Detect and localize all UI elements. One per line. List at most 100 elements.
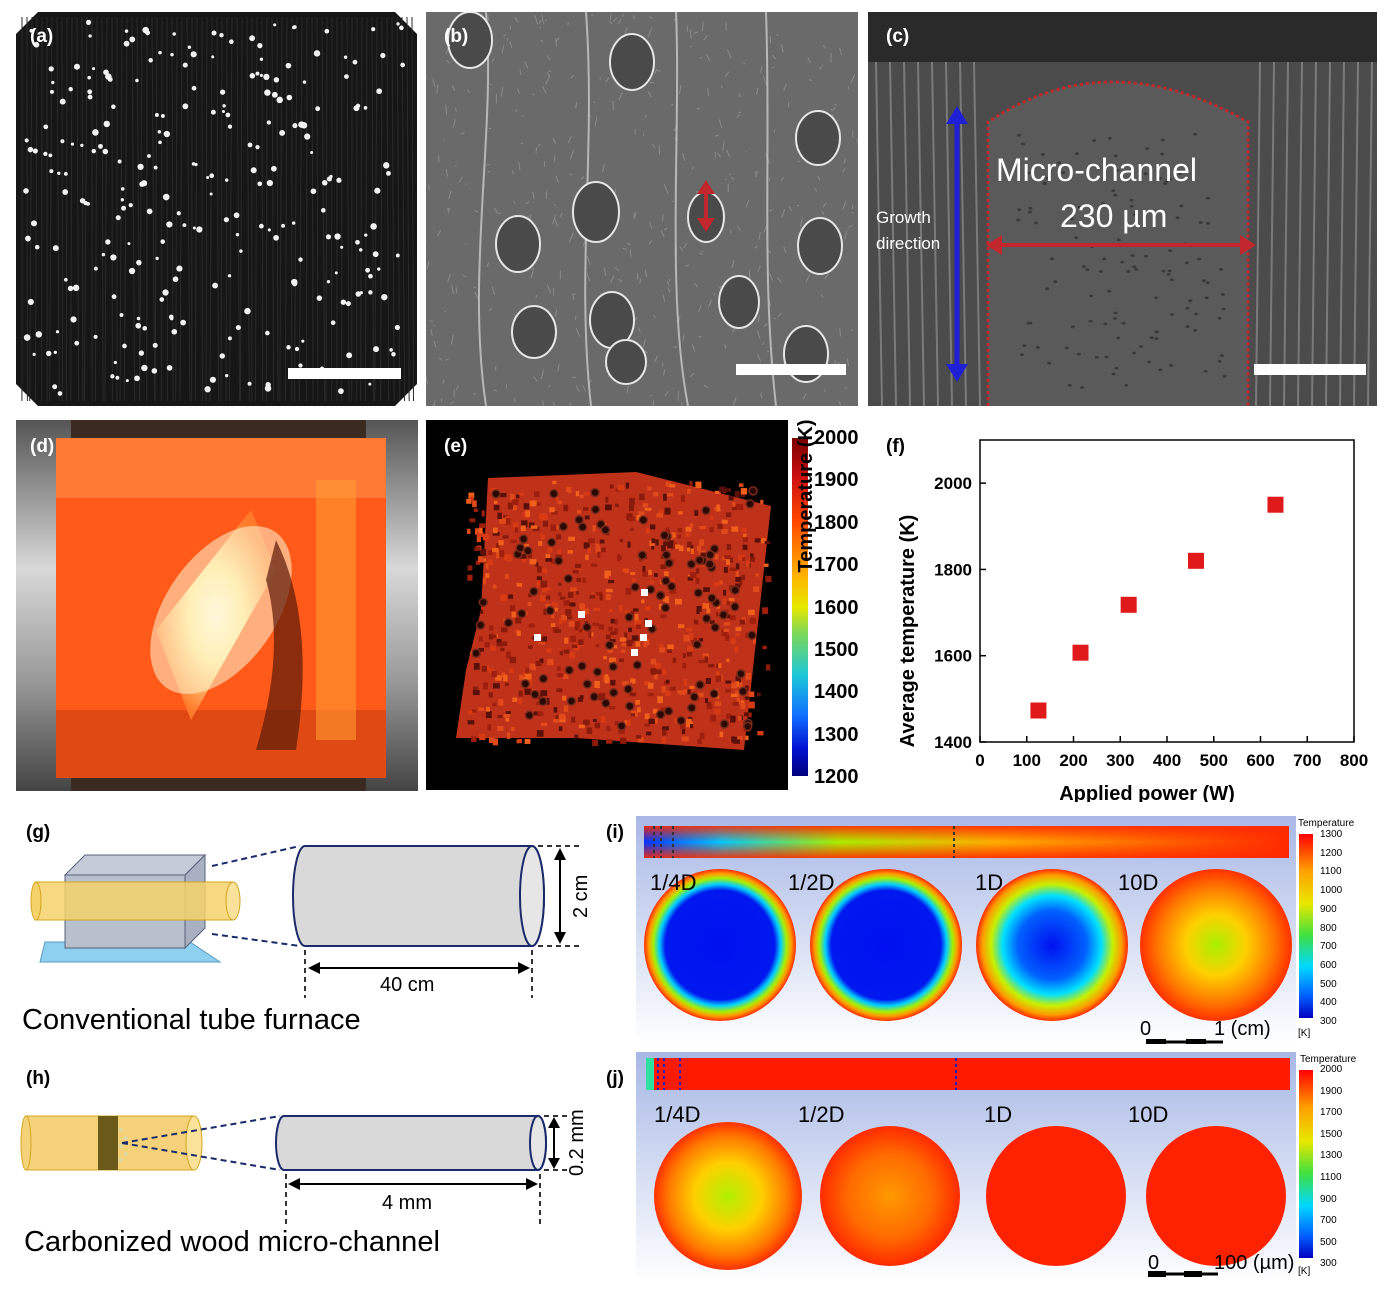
microchannel-width-label: 230 µm xyxy=(1060,198,1168,234)
temperature-colorbar xyxy=(792,438,808,776)
legend-tick-j: 1100 xyxy=(1320,1172,1342,1183)
h-diameter-label: 0.2 mm xyxy=(566,1109,588,1176)
simulation-i xyxy=(636,816,1313,1044)
panel-a-photo xyxy=(16,12,417,406)
tube-furnace-diagram xyxy=(30,845,580,998)
section-label-i: 1/4D xyxy=(650,870,697,895)
y-tick-label: 1600 xyxy=(934,647,972,666)
panel-label-b: (b) xyxy=(444,26,469,47)
microchannel-title: Micro-channel xyxy=(996,152,1197,188)
scale-bar xyxy=(1254,364,1366,375)
panel-label-d: (d) xyxy=(30,436,55,457)
g-diameter-label: 2 cm xyxy=(570,874,592,918)
sem-image-vessels xyxy=(426,12,858,406)
legend-tick-j: 1300 xyxy=(1320,1150,1343,1162)
h-length-label: 4 mm xyxy=(382,1192,432,1214)
colorbar-tick-label: 1600 xyxy=(814,596,859,619)
i-legend-unit: [K] xyxy=(1298,1028,1311,1039)
panel-label-g: (g) xyxy=(26,822,51,843)
y-tick-label: 1800 xyxy=(934,560,972,579)
colorbar-tick-label: 2000 xyxy=(814,427,859,449)
h-caption: Carbonized wood micro-channel xyxy=(24,1226,440,1258)
i-scale-end: 1 (cm) xyxy=(1214,1018,1271,1040)
section-label-i: 1/2D xyxy=(788,870,835,895)
colorbar-tick-label: 1700 xyxy=(814,554,859,577)
legend-tick-i: 800 xyxy=(1320,922,1337,934)
legend-tick-i: 900 xyxy=(1320,903,1337,915)
scatter-chart: 0 100 200 300 400 500 600 700 800 1400 1600 1800 200… xyxy=(897,439,1368,802)
legend-tick-i: 1000 xyxy=(1320,885,1343,897)
legend-tick-j: 900 xyxy=(1320,1193,1337,1205)
panel-label-a: (a) xyxy=(30,26,54,47)
colorbar-tick-label: 1300 xyxy=(814,723,859,746)
j-scale-end: 100 (µm) xyxy=(1214,1252,1295,1274)
colorbar-tick-label: 1500 xyxy=(814,639,859,661)
colorbar-tick-label: 1200 xyxy=(814,766,859,789)
scale-bar xyxy=(288,368,401,379)
microchannel-diagram xyxy=(20,1115,570,1224)
legend-tick-i: 1300 xyxy=(1320,829,1343,840)
i-scale-zero: 0 xyxy=(1140,1018,1152,1040)
wood-cross-section-image xyxy=(16,12,417,406)
g-caption: Conventional tube furnace xyxy=(22,1004,361,1036)
growth-label-line1: Growth xyxy=(876,208,931,227)
channel-width-arrow xyxy=(986,235,1256,255)
legend-tick-i: 700 xyxy=(1320,941,1337,953)
legend-tick-i: 300 xyxy=(1320,1016,1337,1027)
panel-d-photo xyxy=(16,420,418,791)
scale-bar xyxy=(736,364,846,375)
data-point xyxy=(1120,596,1137,613)
sem-image-microchannel xyxy=(868,12,1377,406)
panel-c-sem xyxy=(868,12,1377,406)
colorbar-tick-label: 1800 xyxy=(814,511,859,534)
x-tick-label: 600 xyxy=(1246,751,1274,770)
data-point xyxy=(1267,496,1284,513)
g-length-label: 40 cm xyxy=(380,974,435,996)
x-axis-label: Applied power (W) xyxy=(1059,783,1235,802)
colorbar-title: Temperature (K) xyxy=(795,419,817,573)
legend-tick-j: 1700 xyxy=(1320,1107,1343,1119)
legend-tick-i: 1200 xyxy=(1320,847,1343,859)
panel-label-f: (f) xyxy=(886,436,905,457)
section-label-i: 1D xyxy=(975,870,1004,895)
growth-label-line2: direction xyxy=(876,234,941,253)
section-label-i: 10D xyxy=(1118,870,1159,895)
j-scale-zero: 0 xyxy=(1148,1252,1160,1274)
colorbar-tick-label: 1900 xyxy=(814,469,859,492)
legend-tick-i: 500 xyxy=(1320,978,1337,990)
j-legend-title: Temperature xyxy=(1300,1054,1357,1065)
colorbar-tick-label: 1400 xyxy=(814,681,859,704)
panel-label-h: (h) xyxy=(26,1068,51,1089)
y-tick-label: 1400 xyxy=(934,733,972,752)
x-tick-label: 800 xyxy=(1340,751,1368,770)
panel-label-c: (c) xyxy=(886,26,910,47)
section-label-j: 10D xyxy=(1128,1102,1169,1127)
section-label-j: 1D xyxy=(984,1102,1013,1127)
glowing-sample-photo xyxy=(16,420,418,791)
x-tick-label: 100 xyxy=(1013,751,1041,770)
legend-tick-i: 600 xyxy=(1320,959,1337,971)
data-point xyxy=(1072,644,1089,661)
panel-label-j: (j) xyxy=(606,1068,624,1089)
thermal-map-image xyxy=(456,472,772,750)
panel-b-sem xyxy=(426,12,858,406)
legend-tick-j: 1900 xyxy=(1320,1085,1343,1097)
i-legend-title: Temperature xyxy=(1298,818,1355,829)
growth-direction-arrow xyxy=(946,106,968,382)
legend-tick-i: 1100 xyxy=(1320,866,1342,878)
legend-tick-j: 300 xyxy=(1320,1258,1337,1270)
legend-tick-j: 700 xyxy=(1320,1215,1337,1227)
section-label-j: 1/4D xyxy=(654,1102,701,1127)
section-label-j: 1/2D xyxy=(798,1102,845,1127)
data-point xyxy=(1030,702,1047,719)
x-tick-label: 400 xyxy=(1153,751,1181,770)
y-tick-label: 2000 xyxy=(934,474,972,493)
legend-tick-j: 500 xyxy=(1320,1236,1337,1248)
x-tick-label: 200 xyxy=(1059,751,1087,770)
legend-tick-i: 400 xyxy=(1320,997,1337,1009)
panel-label-i: (i) xyxy=(606,822,624,843)
panel-e-thermal xyxy=(426,420,788,790)
data-point xyxy=(1187,552,1204,569)
y-axis-label: Average temperature (K) xyxy=(897,515,919,748)
legend-tick-j: 1500 xyxy=(1320,1128,1343,1140)
